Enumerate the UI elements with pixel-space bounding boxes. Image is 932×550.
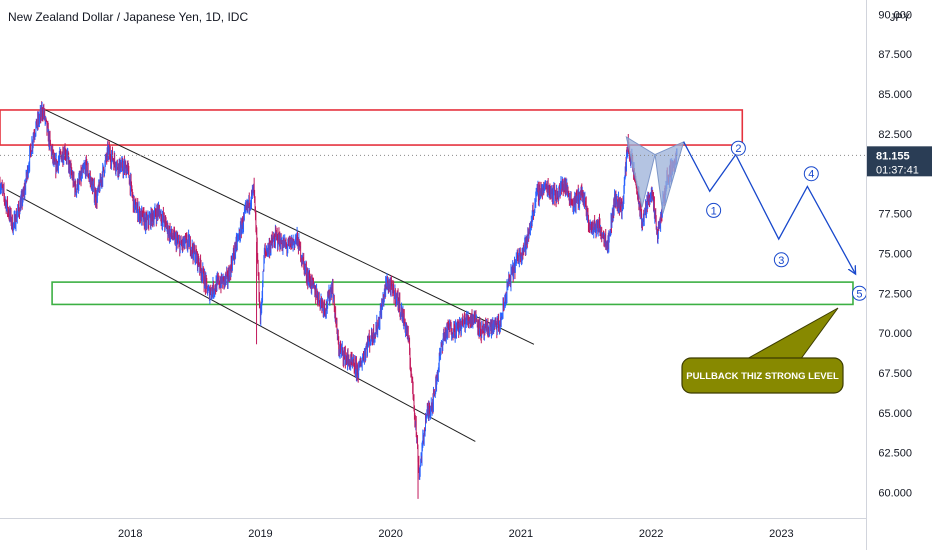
projection-layer: 1 2 3 4 5: [683, 140, 867, 301]
channel-line-upper: [45, 109, 535, 345]
wave-label-5: 5: [856, 288, 862, 300]
y-tick-label: 77.500: [878, 209, 912, 221]
wave-label-1: 1: [711, 205, 717, 217]
pattern-layer: [625, 136, 685, 214]
wave-circle-1: [706, 202, 722, 218]
pattern-triangle-left: [625, 136, 656, 208]
wave-circle-4: [803, 166, 819, 182]
x-tick-label: 2019: [248, 528, 272, 540]
y-axis[interactable]: 90.000 87.500 85.000 82.500 77.500 75.000 72.5…: [878, 9, 912, 499]
y-tick-label: 87.500: [878, 49, 912, 61]
currency-label: JPY: [890, 12, 911, 24]
zone-layer: [0, 109, 854, 306]
callout-box: [681, 357, 844, 394]
x-tick-label: 2022: [639, 528, 663, 540]
callout-text: PULLBACK THIZ STRONG LEVEL: [686, 371, 839, 382]
x-tick-label: 2021: [509, 528, 533, 540]
x-tick-label: 2018: [118, 528, 142, 540]
wave-label-4: 4: [808, 169, 814, 181]
channel-layer: [6, 109, 535, 442]
y-tick-label: 67.500: [878, 368, 912, 380]
support-zone: [51, 281, 854, 306]
wave-circle-3: [773, 252, 789, 268]
annotation-callout[interactable]: PULLBACK THIZ STRONG LEVEL: [681, 307, 844, 394]
resistance-zone: [0, 109, 744, 146]
channel-line-lower: [6, 189, 476, 442]
y-tick-label: 65.000: [878, 408, 912, 420]
wave-label-2: 2: [735, 143, 741, 155]
x-tick-label: 2023: [769, 528, 793, 540]
pattern-triangle-right: [654, 140, 685, 214]
price-badge-value: 81.155: [876, 150, 910, 162]
y-tick-label: 85.000: [878, 89, 912, 101]
chart-title: New Zealand Dollar / Japanese Yen, 1D, I…: [8, 10, 248, 24]
y-tick-label: 75.000: [878, 248, 912, 260]
price-badge: 81.155 01:37:41: [867, 146, 932, 177]
x-axis[interactable]: 2018 2019 2020 2021 2022 2023: [118, 528, 794, 540]
wave-label-3: 3: [778, 255, 784, 267]
callout-pointer: [743, 307, 839, 361]
y-tick-label: 72.500: [878, 288, 912, 300]
x-tick-label: 2020: [378, 528, 402, 540]
wave-circle-2: [730, 140, 746, 156]
price-badge-countdown: 01:37:41: [876, 164, 919, 176]
projection-path: [683, 141, 856, 274]
y-tick-label: 62.500: [878, 448, 912, 460]
y-tick-label: 90.000: [878, 9, 912, 21]
y-tick-label: 82.500: [878, 129, 912, 141]
y-tick-label: 70.000: [878, 328, 912, 340]
price-badge-bg: [867, 146, 932, 177]
y-tick-label: 60.000: [878, 487, 912, 499]
candle-layer: [0, 101, 678, 499]
